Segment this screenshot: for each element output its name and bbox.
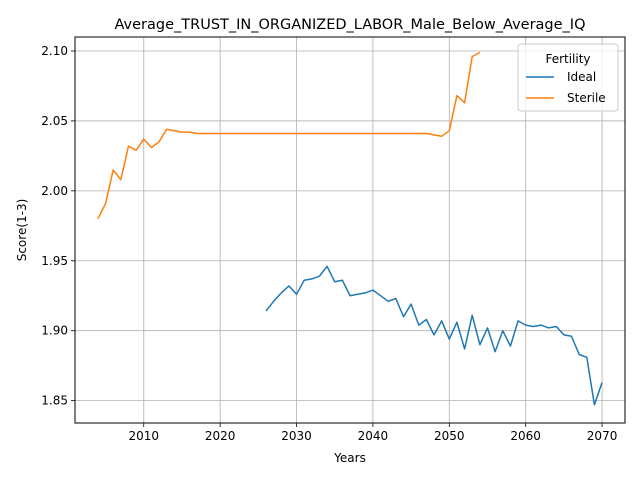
y-axis: 1.85 1.90 1.95 2.00 2.05 2.10 [41,44,75,408]
grid [75,37,625,423]
y-tick-label: 1.95 [41,254,68,268]
legend-box [517,43,619,112]
x-tick-label: 2070 [587,429,618,443]
x-tick-label: 2040 [358,429,389,443]
x-tick-label: 2010 [128,429,159,443]
series-line-sterile [97,51,481,220]
chart-title: Average_TRUST_IN_ORGANIZED_LABOR_Male_Be… [114,17,585,33]
y-tick-label: 2.00 [41,184,68,198]
plot-lines [97,51,603,406]
y-tick-label: 1.85 [41,394,68,408]
series-line-ideal [265,265,603,406]
x-axis-label: Years [333,451,366,465]
plot-frame [74,36,626,424]
y-tick-label: 2.05 [41,114,68,128]
x-tick-label: 2060 [510,429,541,443]
legend-label-ideal: Ideal [567,70,596,84]
x-tick-label: 2050 [434,429,465,443]
legend: Fertility Ideal Sterile [517,43,619,112]
x-tick-label: 2030 [281,429,312,443]
legend-title: Fertility [545,52,590,66]
y-tick-label: 1.90 [41,324,68,338]
y-tick-label: 2.10 [41,44,68,58]
x-tick-label: 2020 [205,429,236,443]
y-axis-label: Score(1-3) [15,199,29,262]
x-axis: 2010 2020 2030 2040 2050 2060 2070 [128,423,617,443]
legend-label-sterile: Sterile [567,91,606,105]
